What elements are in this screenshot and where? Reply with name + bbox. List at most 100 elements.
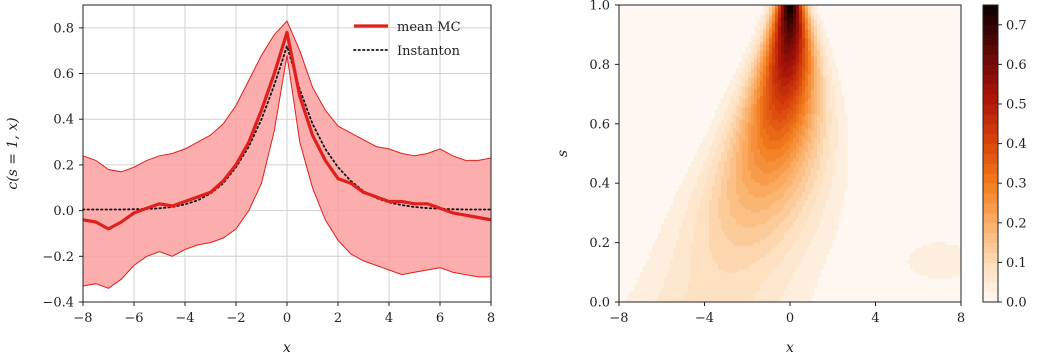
heatmap-cell: [667, 215, 671, 219]
heatmap-cell: [733, 227, 737, 231]
heatmap-cell: [781, 116, 785, 120]
heatmap-cell: [814, 161, 818, 165]
heatmap-cell: [730, 188, 734, 192]
heatmap-cell: [799, 137, 803, 141]
heatmap-cell: [751, 83, 755, 87]
heatmap-cell: [667, 266, 671, 270]
heatmap-cell: [742, 131, 746, 135]
colorbar-tick-label: 0.7: [1006, 18, 1027, 33]
heatmap-cell: [934, 242, 938, 246]
heatmap-cell: [829, 68, 833, 72]
heatmap-cell: [712, 167, 716, 171]
colorbar-segment: [983, 153, 998, 164]
heatmap-cell: [691, 167, 695, 171]
heatmap-cell: [778, 233, 782, 237]
heatmap-cell: [787, 146, 791, 150]
heatmap-cell: [760, 77, 764, 81]
heatmap-cell: [835, 224, 839, 228]
heatmap-cell: [784, 245, 788, 249]
heatmap-cell: [835, 191, 839, 195]
heatmap-cell: [697, 293, 701, 297]
heatmap-cell: [739, 80, 743, 84]
heatmap-cell: [712, 218, 716, 222]
heatmap-cell: [799, 26, 803, 30]
heatmap-cell: [790, 194, 794, 198]
heatmap-cell: [778, 146, 782, 150]
heatmap-cell: [721, 218, 725, 222]
heatmap-cell: [817, 125, 821, 129]
heatmap-cell: [841, 107, 845, 111]
heatmap-cell: [721, 296, 725, 300]
heatmap-cell: [727, 251, 731, 255]
heatmap-cell: [751, 221, 755, 225]
heatmap-cell: [676, 281, 680, 285]
heatmap-cell: [823, 74, 827, 78]
heatmap-cell: [787, 194, 791, 198]
heatmap-cell: [826, 56, 830, 60]
heatmap-cell: [832, 233, 836, 237]
heatmap-cell: [799, 68, 803, 72]
heatmap-cell: [802, 29, 806, 33]
heatmap-cell: [781, 119, 785, 123]
heatmap-cell: [775, 287, 779, 291]
heatmap-cell: [817, 74, 821, 78]
heatmap-cell: [802, 53, 806, 57]
heatmap-cell: [727, 233, 731, 237]
heatmap-cell: [808, 104, 812, 108]
heatmap-cell: [835, 182, 839, 186]
heatmap-cell: [697, 218, 701, 222]
heatmap-cell: [685, 212, 689, 216]
heatmap-cell: [757, 233, 761, 237]
heatmap-cell: [784, 272, 788, 276]
heatmap-cell: [841, 164, 845, 168]
heatmap-cell: [739, 227, 743, 231]
heatmap-cell: [763, 188, 767, 192]
heatmap-cell: [790, 290, 794, 294]
heatmap-cell: [670, 242, 674, 246]
heatmap-cell: [727, 275, 731, 279]
heatmap-cell: [745, 299, 749, 303]
heatmap-cell: [757, 110, 761, 114]
heatmap-cell: [664, 224, 668, 228]
heatmap-cell: [745, 80, 749, 84]
heatmap-cell: [754, 206, 758, 210]
heatmap-cell: [835, 176, 839, 180]
heatmap-cell: [784, 263, 788, 267]
heatmap-cell: [655, 242, 659, 246]
heatmap-cell: [694, 275, 698, 279]
heatmap-cell: [652, 269, 656, 273]
heatmap-cell: [955, 245, 959, 249]
heatmap-cell: [763, 17, 767, 21]
heatmap-cell: [784, 269, 788, 273]
heatmap-cell: [817, 203, 821, 207]
heatmap-cell: [706, 191, 710, 195]
heatmap-cell: [754, 239, 758, 243]
heatmap-cell: [703, 254, 707, 258]
heatmap-cell: [778, 71, 782, 75]
heatmap-cell: [766, 113, 770, 117]
heatmap-cell: [691, 221, 695, 225]
heatmap-cell: [736, 272, 740, 276]
heatmap-cell: [700, 191, 704, 195]
heatmap-cell: [736, 188, 740, 192]
heatmap-cell: [796, 95, 800, 99]
heatmap-cell: [775, 158, 779, 162]
heatmap-cell: [769, 107, 773, 111]
heatmap-cell: [688, 194, 692, 198]
heatmap-cell: [682, 224, 686, 228]
heatmap-cell: [736, 263, 740, 267]
heatmap-cell: [805, 194, 809, 198]
heatmap-cell: [826, 38, 830, 42]
heatmap-cell: [817, 104, 821, 108]
heatmap-cell: [718, 227, 722, 231]
heatmap-cell: [757, 236, 761, 240]
heatmap-cell: [676, 200, 680, 204]
heatmap-cell: [754, 263, 758, 267]
heatmap-cell: [751, 203, 755, 207]
heatmap-cell: [931, 257, 935, 261]
heatmap-cell: [793, 173, 797, 177]
heatmap-cell: [778, 179, 782, 183]
heatmap-cell: [949, 266, 953, 270]
heatmap-cell: [706, 194, 710, 198]
heatmap-cell: [661, 296, 665, 300]
